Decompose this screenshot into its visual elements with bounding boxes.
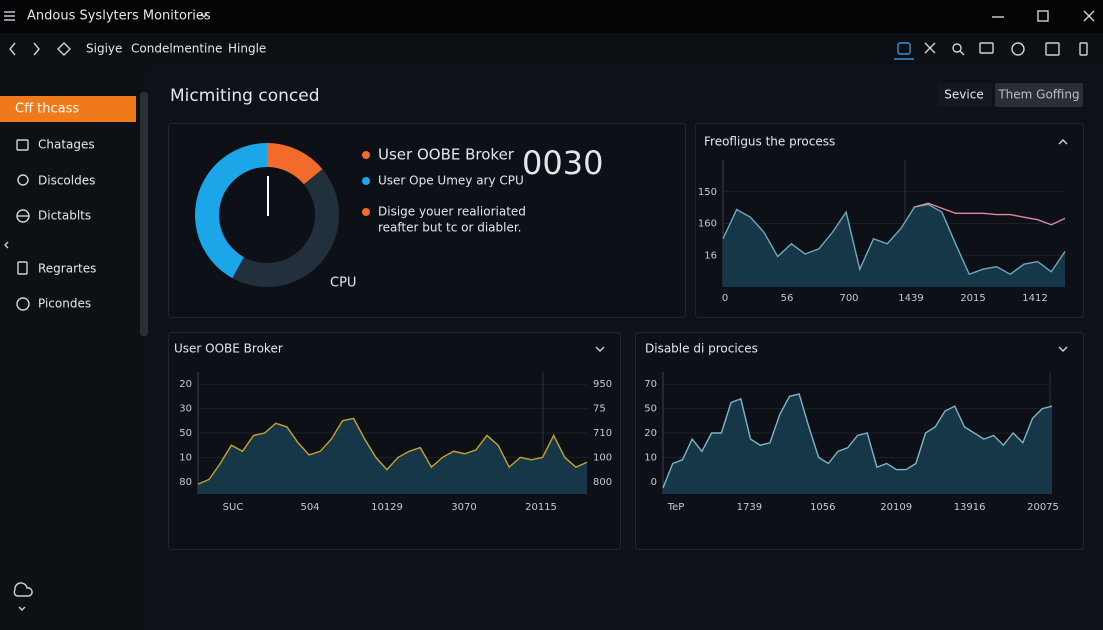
titlebar (0, 0, 1103, 33)
button-label[interactable]: Them Goffing (997, 88, 1079, 102)
x-tick-label: 700 (839, 293, 858, 304)
maximize-button[interactable] (1037, 10, 1049, 22)
x-tick-label: TeP (667, 502, 685, 513)
y2-tick-label: 800 (593, 477, 612, 488)
toolbar-icons[interactable] (894, 42, 1088, 60)
page-title: Micmiting conced (170, 86, 320, 106)
y-tick-label: 30 (179, 404, 192, 415)
y-tick-label: 10 (644, 452, 657, 463)
nav-item[interactable]: Condelmentine (131, 42, 222, 56)
legend-text: User OOBE Broker (378, 146, 515, 164)
legend-text: Disige youer realioriated (378, 205, 526, 219)
legend-text: User Ope Umey ary CPU (378, 174, 524, 188)
y-tick-label: 150 (698, 187, 717, 198)
forward-button[interactable] (33, 42, 40, 56)
button[interactable] (937, 83, 992, 107)
x-tick-label: 20115 (525, 502, 557, 513)
x-tick-label: 20109 (880, 502, 912, 513)
y2-tick-label: 950 (593, 379, 612, 390)
donut-segment (267, 143, 323, 185)
line (197, 417, 588, 485)
y2-tick-label: 710 (593, 428, 612, 439)
sidebar (0, 66, 148, 630)
chart-panel (168, 332, 621, 550)
y-tick-label: 80 (179, 477, 192, 488)
expand-button[interactable] (1058, 346, 1068, 352)
y-tick-label: 10 (179, 452, 192, 463)
title-dropdown[interactable] (200, 13, 208, 18)
navbar (0, 33, 1103, 66)
button[interactable] (995, 83, 1083, 107)
chart-title: User OOBE Broker (174, 342, 283, 356)
collapse-button[interactable] (1058, 139, 1068, 145)
big-number: 0030 (522, 144, 603, 182)
area (663, 393, 1052, 494)
x-tick-label: 10129 (371, 502, 403, 513)
menu-icon[interactable] (4, 11, 15, 21)
line (722, 203, 1066, 276)
line (662, 393, 1053, 489)
area (198, 418, 587, 494)
y-tick-label: 50 (179, 428, 192, 439)
line (914, 202, 1066, 226)
home-button[interactable] (57, 42, 71, 56)
legend-dot (362, 151, 370, 159)
x-tick-label: 13916 (954, 502, 986, 513)
sidebar-item: Chatages (38, 138, 95, 152)
y-tick-label: 20 (179, 379, 192, 390)
back-button[interactable] (9, 42, 16, 56)
sidebar-item: Picondes (38, 297, 91, 311)
legend-dot (362, 208, 370, 216)
donut-label: CPU (330, 276, 356, 291)
y-tick-label: 50 (644, 404, 657, 415)
y-tick-label: 0 (651, 477, 657, 488)
sidebar-icons (4, 139, 33, 611)
x-tick-label: 504 (300, 502, 319, 513)
x-tick-label: 2015 (960, 293, 985, 304)
sidebar-active-item[interactable] (0, 96, 136, 122)
sidebar-item: Discoldes (38, 174, 95, 188)
x-tick-label: 1739 (737, 502, 762, 513)
sidebar-item: Cff thcass (15, 102, 79, 117)
nav-item[interactable]: Hingle (228, 42, 266, 56)
y-tick-label: 16 (704, 250, 717, 261)
x-tick-label: 56 (781, 293, 794, 304)
x-tick-label: 3070 (451, 502, 476, 513)
chart-title: Freofligus the process (704, 135, 835, 149)
y2-tick-label: 100 (593, 452, 612, 463)
y-tick-label: 160 (698, 219, 717, 230)
x-tick-label: SUC (223, 502, 244, 513)
expand-button[interactable] (595, 346, 605, 352)
x-tick-label: 1412 (1022, 293, 1047, 304)
button-label[interactable]: Sevice (944, 88, 983, 102)
nav-item[interactable]: Sigiye (86, 42, 122, 56)
x-tick-label: 1439 (898, 293, 923, 304)
legend-text: reafter but tc or diabler. (378, 221, 522, 235)
y2-tick-label: 75 (593, 404, 606, 415)
x-tick-label: 1056 (810, 502, 835, 513)
y-tick-label: 70 (644, 379, 657, 390)
sidebar-item: Regrartes (38, 262, 96, 276)
x-tick-label: 20075 (1027, 502, 1059, 513)
close-button[interactable] (1083, 10, 1095, 22)
legend-dot (362, 177, 370, 185)
donut-segment (232, 169, 339, 288)
sidebar-item: Dictablts (38, 209, 91, 223)
app-title: Andous Syslyters Monitories (27, 9, 211, 24)
donut-segment (194, 143, 267, 279)
y-tick-label: 20 (644, 428, 657, 439)
area (723, 204, 1065, 287)
scrollbar[interactable] (140, 92, 148, 336)
chart-title: Disable di procices (645, 342, 758, 356)
x-tick-label: 0 (722, 293, 728, 304)
